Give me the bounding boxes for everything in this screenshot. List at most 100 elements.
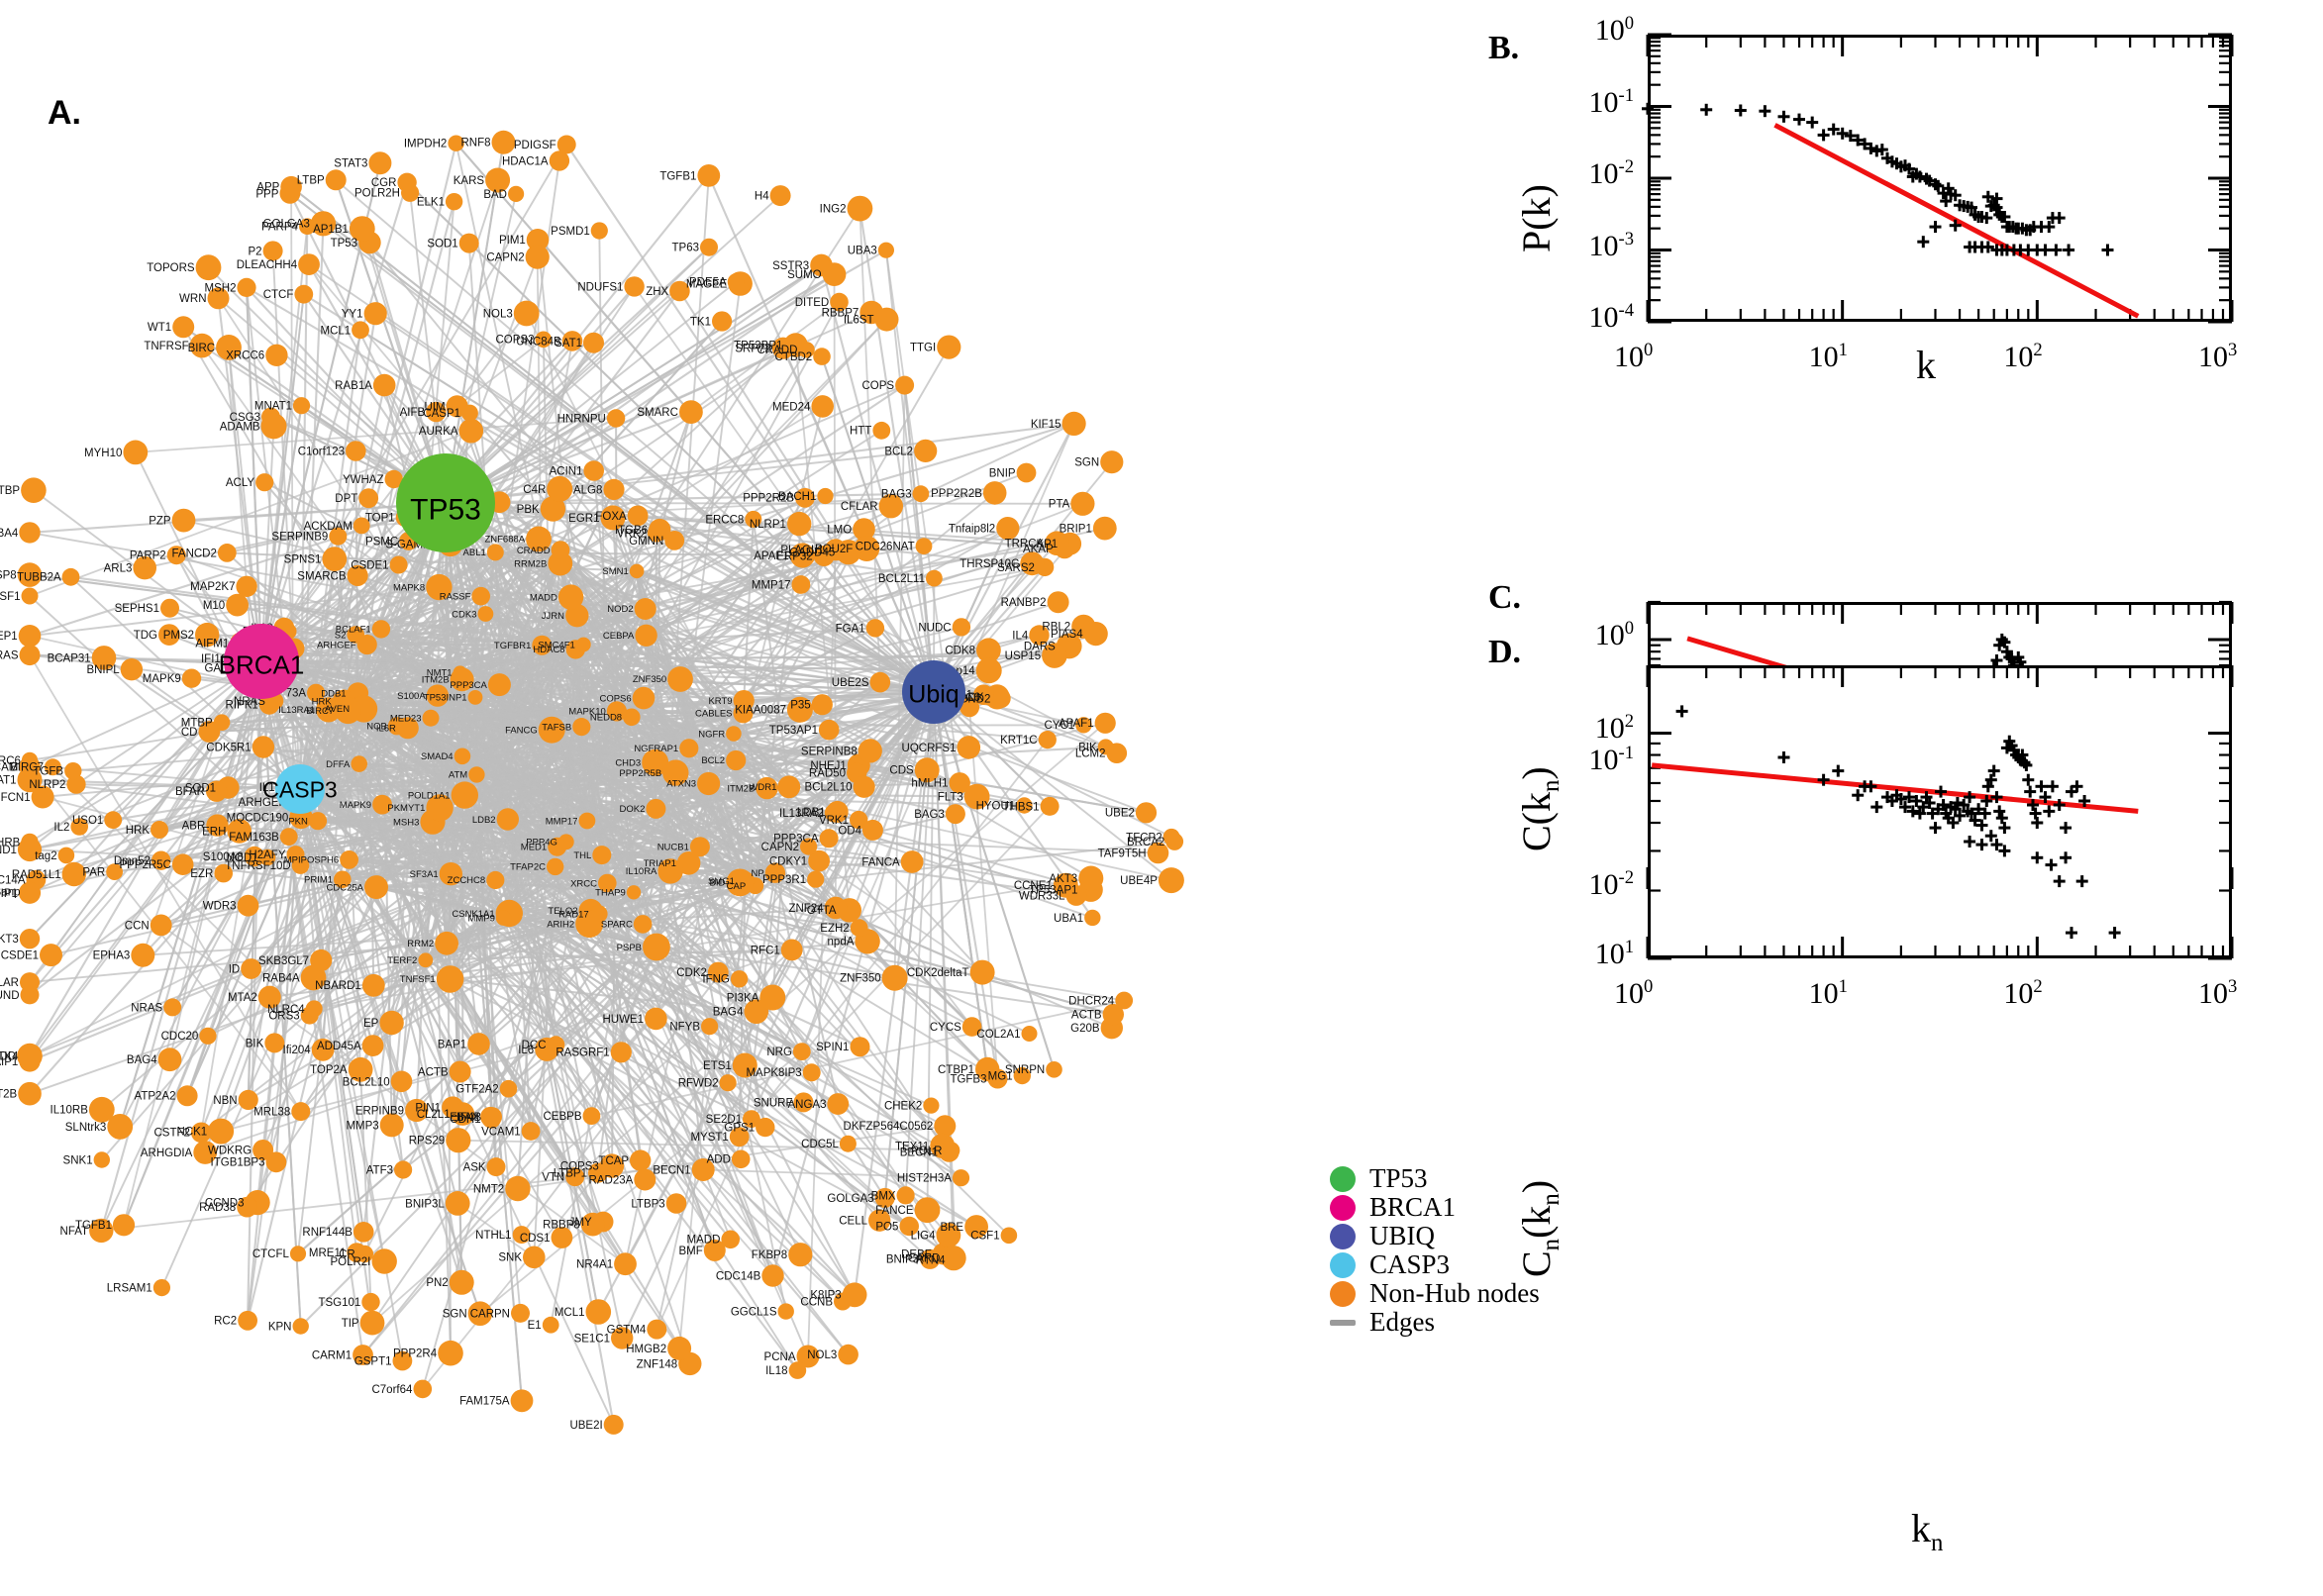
network-node[interactable] <box>732 1052 758 1078</box>
network-node[interactable] <box>371 1248 397 1274</box>
network-node[interactable] <box>899 1216 919 1237</box>
network-node[interactable] <box>436 965 464 993</box>
network-node[interactable] <box>189 333 215 358</box>
network-node[interactable] <box>634 1168 656 1191</box>
network-node[interactable] <box>733 690 755 712</box>
network-node[interactable] <box>982 481 1007 505</box>
network-node[interactable] <box>300 964 327 991</box>
network-node[interactable] <box>976 638 1001 663</box>
network-node[interactable] <box>485 167 511 193</box>
network-node[interactable] <box>630 1149 652 1171</box>
network-node[interactable] <box>795 487 815 508</box>
network-node[interactable] <box>104 811 123 830</box>
network-node[interactable] <box>535 331 553 349</box>
network-node[interactable] <box>217 544 237 562</box>
network-node[interactable] <box>878 494 903 519</box>
network-node[interactable] <box>21 477 47 504</box>
hub-node-tp53[interactable] <box>396 453 495 552</box>
network-node[interactable] <box>691 1158 715 1181</box>
network-node[interactable] <box>603 1414 624 1435</box>
network-node[interactable] <box>31 785 54 809</box>
network-node[interactable] <box>532 635 553 655</box>
network-node[interactable] <box>945 804 965 825</box>
network-node[interactable] <box>952 1169 970 1187</box>
network-node[interactable] <box>426 794 454 822</box>
network-node[interactable] <box>633 915 653 934</box>
network-node[interactable] <box>808 849 830 872</box>
network-node[interactable] <box>340 850 358 869</box>
network-node[interactable] <box>158 624 180 646</box>
network-node[interactable] <box>542 1316 559 1334</box>
network-node[interactable] <box>973 684 994 705</box>
network-node[interactable] <box>900 850 924 873</box>
network-node[interactable] <box>676 851 701 875</box>
network-node[interactable] <box>788 1361 807 1379</box>
network-node[interactable] <box>123 440 149 465</box>
network-node[interactable] <box>491 130 516 154</box>
network-node[interactable] <box>172 316 195 339</box>
network-node[interactable] <box>679 400 703 424</box>
network-node[interactable] <box>392 1350 413 1371</box>
network-node[interactable] <box>356 634 377 655</box>
network-node[interactable] <box>195 622 220 648</box>
network-node[interactable] <box>575 910 604 939</box>
network-node[interactable] <box>824 896 848 920</box>
network-node[interactable] <box>477 606 494 622</box>
network-node[interactable] <box>512 1226 531 1245</box>
network-node[interactable] <box>190 1122 212 1144</box>
network-node[interactable] <box>133 555 156 580</box>
network-node[interactable] <box>926 569 943 587</box>
network-node[interactable] <box>480 1106 501 1128</box>
network-node[interactable] <box>1094 712 1116 734</box>
network-node[interactable] <box>1084 909 1101 927</box>
network-node[interactable] <box>858 739 882 763</box>
network-node[interactable] <box>547 857 564 876</box>
hub-node-casp3[interactable] <box>275 764 325 814</box>
network-node[interactable] <box>236 575 257 597</box>
network-node[interactable] <box>244 846 265 867</box>
network-node[interactable] <box>93 1151 111 1168</box>
network-node[interactable] <box>372 794 392 815</box>
network-node[interactable] <box>152 1279 170 1297</box>
network-node[interactable] <box>623 708 641 727</box>
network-node[interactable] <box>798 342 815 358</box>
network-node[interactable] <box>66 774 86 794</box>
network-node[interactable] <box>348 1056 373 1082</box>
network-node[interactable] <box>17 1043 43 1069</box>
network-node[interactable] <box>152 850 171 870</box>
network-node[interactable] <box>861 819 883 841</box>
network-node[interactable] <box>643 933 670 961</box>
network-node[interactable] <box>308 812 328 831</box>
network-node[interactable] <box>726 868 755 897</box>
network-node[interactable] <box>712 311 733 332</box>
network-node[interactable] <box>310 948 333 972</box>
network-node[interactable] <box>88 1096 115 1123</box>
network-node[interactable] <box>632 686 656 710</box>
network-node[interactable] <box>914 757 940 783</box>
network-node[interactable] <box>771 337 795 359</box>
network-node[interactable] <box>151 821 168 839</box>
network-node[interactable] <box>486 1157 506 1177</box>
network-node[interactable] <box>467 1033 490 1055</box>
network-node[interactable] <box>237 894 259 917</box>
network-node[interactable] <box>265 344 288 366</box>
network-node[interactable] <box>667 666 693 692</box>
network-node[interactable] <box>726 726 742 742</box>
network-node[interactable] <box>171 853 194 875</box>
network-node[interactable] <box>937 335 961 359</box>
network-node[interactable] <box>561 331 583 351</box>
network-node[interactable] <box>171 508 196 533</box>
network-node[interactable] <box>700 238 718 256</box>
network-node[interactable] <box>523 1246 546 1269</box>
network-node[interactable] <box>1147 842 1169 864</box>
network-node[interactable] <box>206 814 229 837</box>
network-node[interactable] <box>1013 1066 1031 1085</box>
network-node[interactable] <box>298 253 320 275</box>
network-node[interactable] <box>614 1252 637 1276</box>
network-node[interactable] <box>355 1245 374 1263</box>
network-node[interactable] <box>422 709 440 727</box>
network-node[interactable] <box>707 961 729 983</box>
network-node[interactable] <box>811 694 833 716</box>
network-node[interactable] <box>657 858 683 884</box>
network-node[interactable] <box>310 211 337 237</box>
